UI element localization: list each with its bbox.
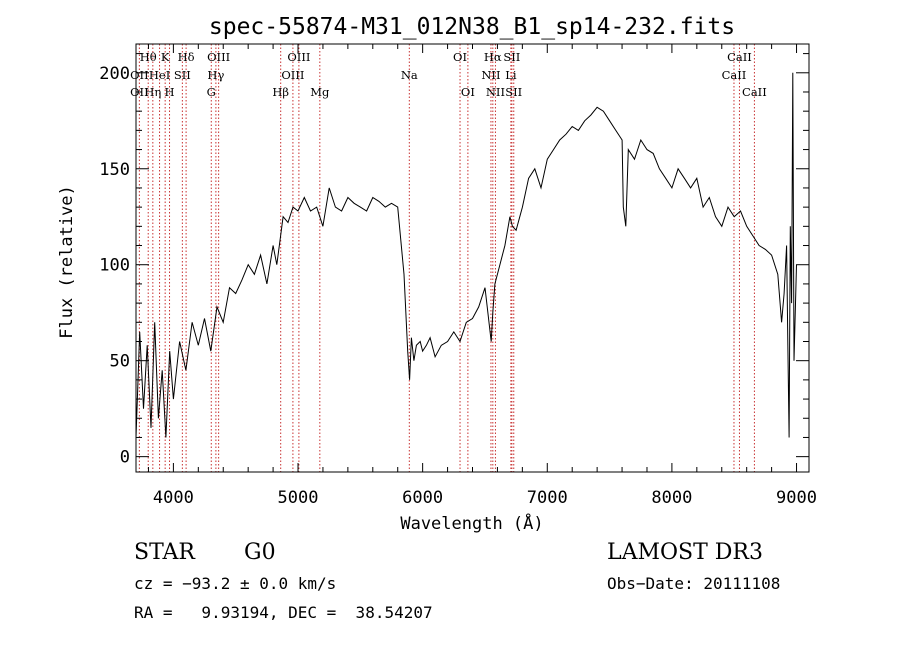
line-marker-label: Mg	[310, 85, 330, 99]
y-tick-label: 0	[120, 448, 130, 468]
line-marker-label: Hη	[144, 85, 161, 99]
line-marker-label: Hβ	[272, 85, 289, 99]
line-marker-label: H	[165, 85, 175, 99]
line-marker-label: SII	[503, 50, 520, 64]
line-marker-label: Na	[401, 68, 418, 82]
line-marker-label: CaII	[727, 50, 752, 64]
y-axis-label: Flux (relative)	[57, 185, 77, 339]
line-marker-label: OIII	[281, 68, 304, 82]
chart-title: spec-55874-M31_012N38_B1_sp14-232.fits	[209, 14, 735, 40]
line-marker-label: Hθ	[140, 50, 157, 64]
line-marker-label: OII	[130, 68, 149, 82]
y-axis-ticks: 0 50 100 150 200	[99, 53, 809, 468]
line-marker-label: OI	[453, 50, 467, 64]
line-marker-label: G	[207, 85, 216, 99]
y-tick-label: 100	[99, 256, 130, 276]
line-marker-label: Hδ	[178, 50, 195, 64]
y-tick-label: 150	[99, 160, 130, 180]
spectral-subclass: G0	[244, 540, 276, 565]
line-marker-label: NII	[481, 68, 500, 82]
x-tick-label: 8000	[651, 488, 692, 508]
observation-date: Obs−Date: 20111108	[607, 574, 781, 593]
flux-line	[135, 72, 797, 438]
survey-name: LAMOST DR3	[607, 540, 763, 565]
redshift-velocity: cz = −93.2 ± 0.0 km/s	[134, 574, 337, 593]
x-tick-label: 7000	[527, 488, 568, 508]
x-axis-label: Wavelength (Å)	[400, 512, 543, 534]
x-axis-ticks: 4000 5000 6000 7000 8000 9000	[147, 44, 817, 508]
line-marker-lines	[138, 44, 755, 472]
line-marker-label: NII	[486, 85, 505, 99]
line-marker-label: OIII	[287, 50, 310, 64]
ra-dec-coordinates: RA = 9.93194, DEC = 38.54207	[134, 603, 433, 622]
x-tick-label: 9000	[776, 488, 817, 508]
line-marker-label: OIII	[207, 50, 230, 64]
y-tick-label: 50	[110, 352, 130, 372]
object-class: STAR	[134, 540, 195, 565]
line-marker-label: K	[161, 50, 170, 64]
y-tick-label: 200	[99, 64, 130, 84]
line-marker-label: SII	[505, 85, 522, 99]
x-tick-label: 5000	[278, 488, 319, 508]
line-marker-label: CaII	[722, 68, 747, 82]
line-marker-label: OI	[461, 85, 475, 99]
line-marker-label: Hγ	[207, 68, 224, 82]
line-marker-label: HeI	[149, 68, 170, 82]
plot-frame	[135, 43, 810, 473]
x-tick-label: 6000	[402, 488, 443, 508]
x-tick-label: 4000	[153, 488, 194, 508]
line-marker-label: SII	[174, 68, 191, 82]
line-marker-label: CaII	[742, 85, 767, 99]
line-marker-label: Li	[505, 68, 517, 82]
line-marker-label: Hα	[484, 50, 502, 64]
